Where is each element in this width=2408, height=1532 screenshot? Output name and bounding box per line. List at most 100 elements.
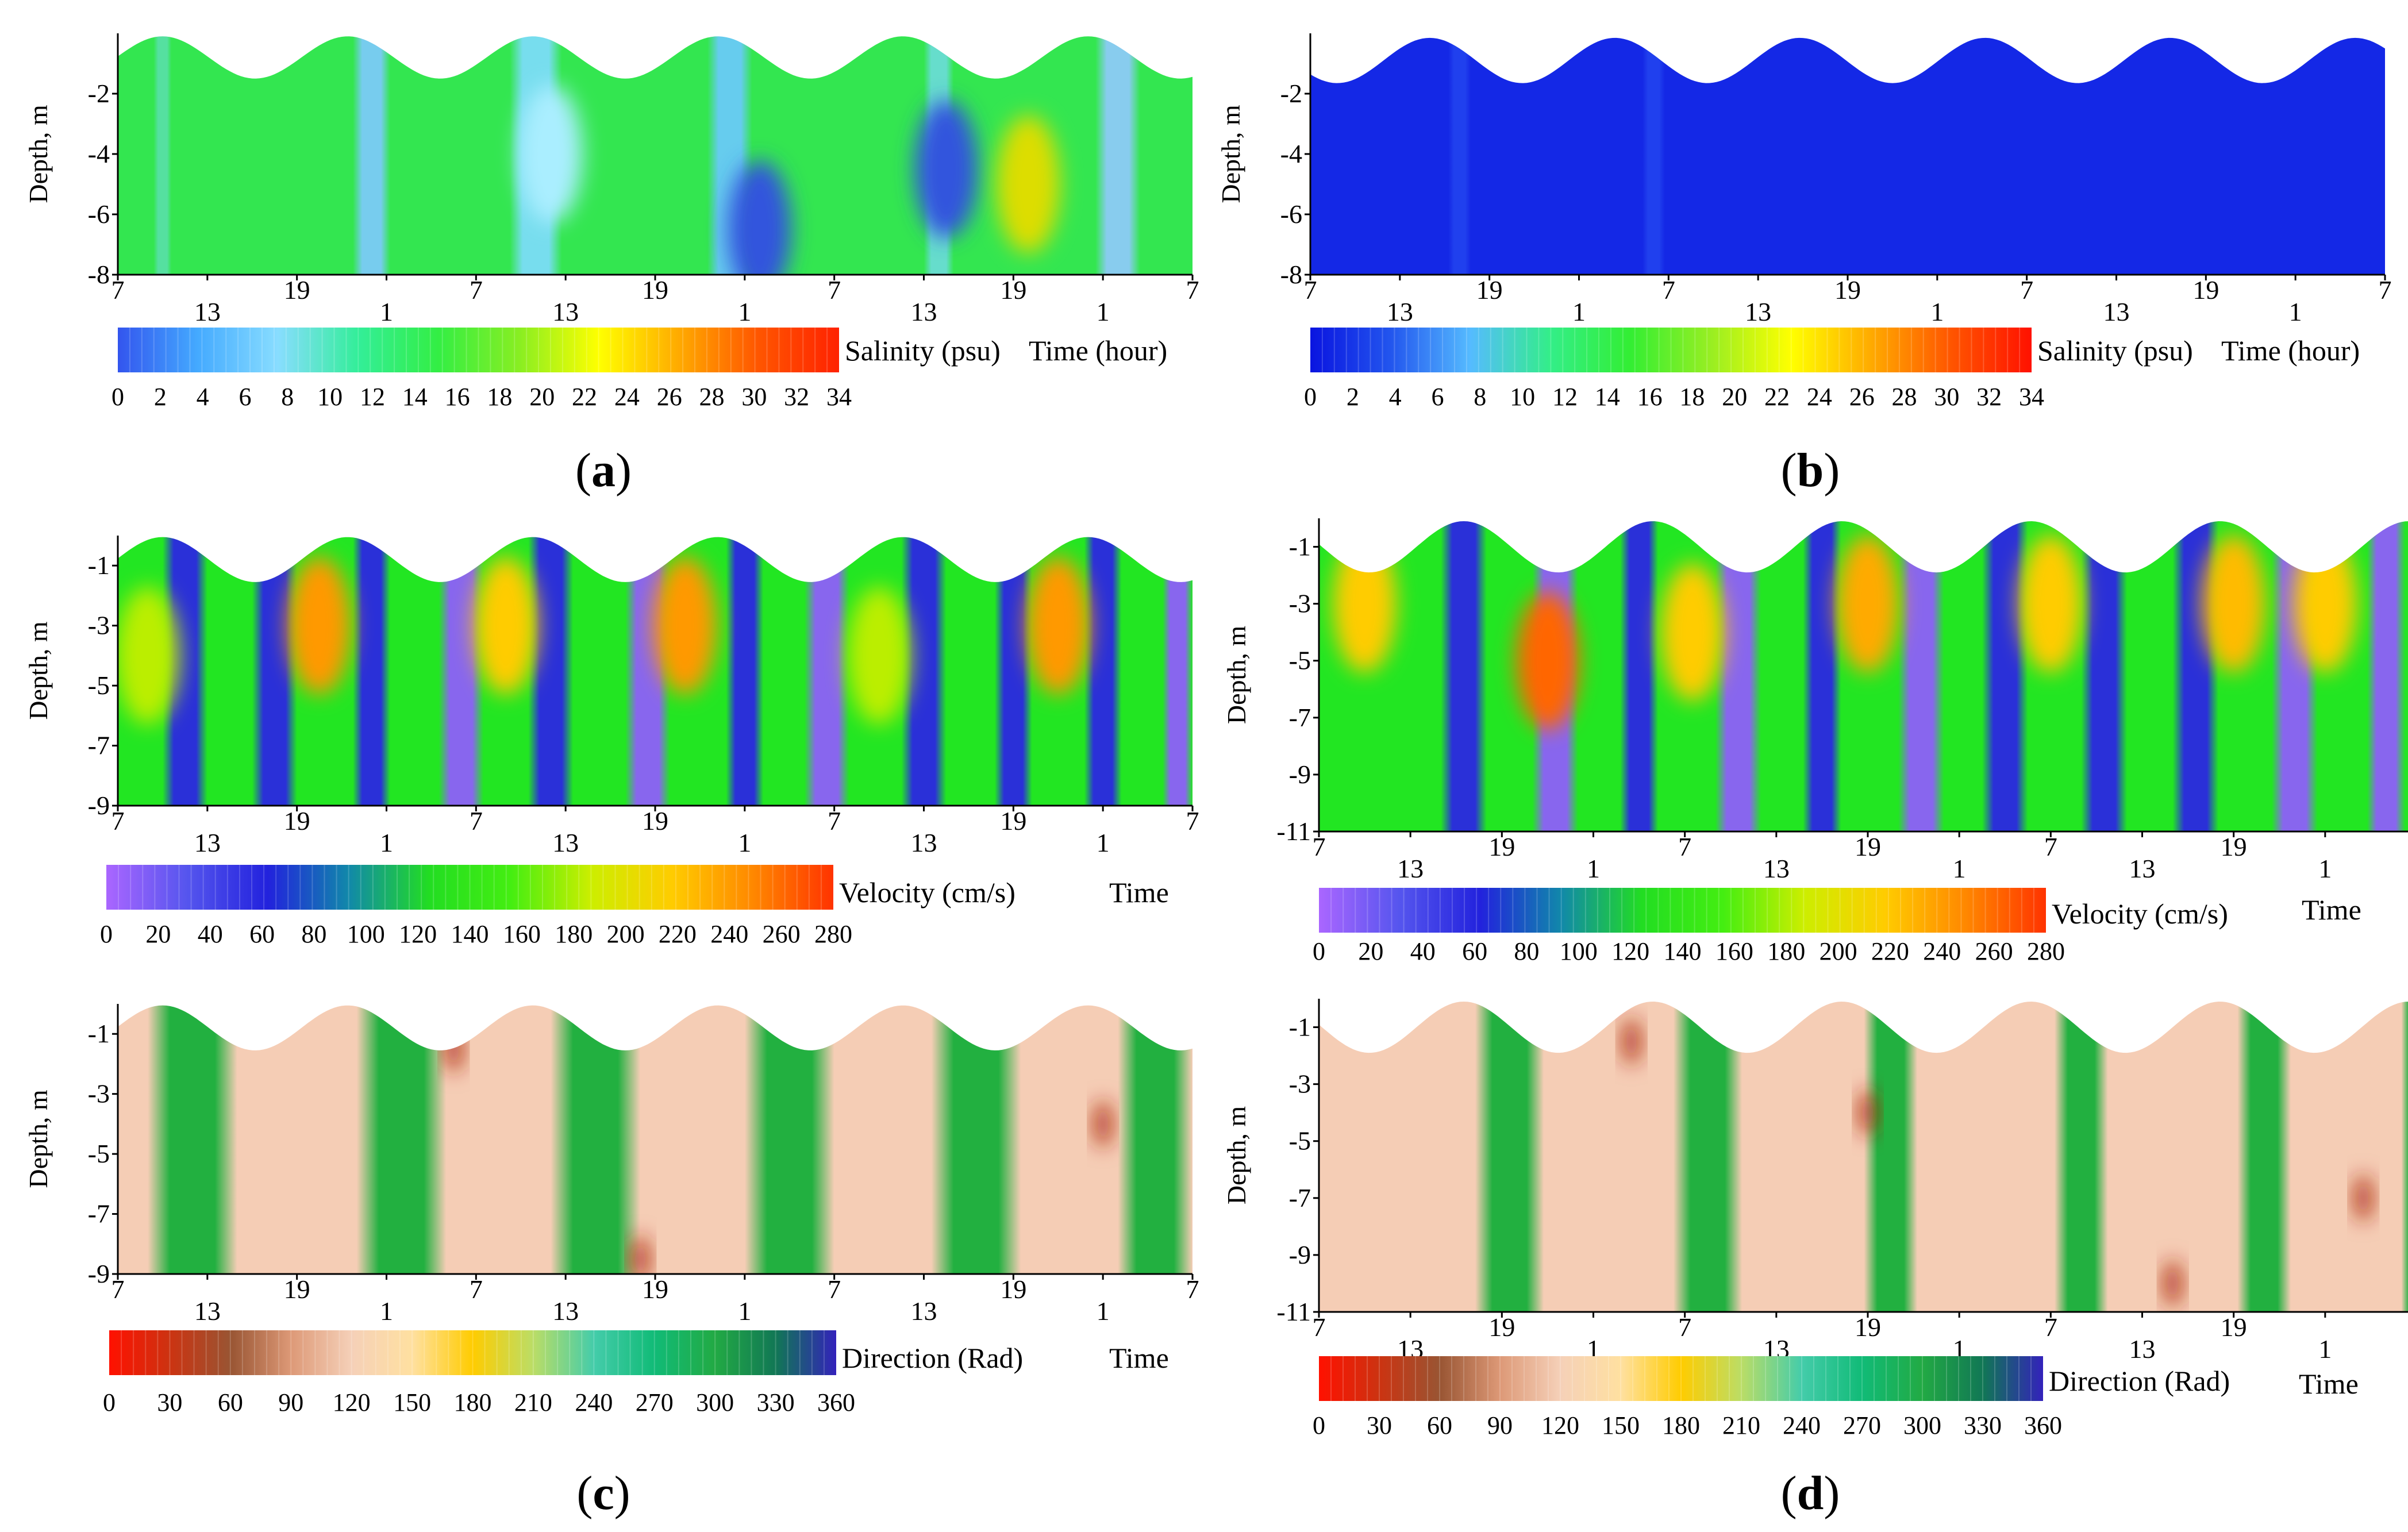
- heatmap-band: [1803, 518, 1841, 832]
- colorbar-tick-label: 100: [1560, 937, 1598, 965]
- heatmap-blob: [914, 100, 978, 238]
- colorbar-tick-label: 330: [1964, 1411, 2002, 1439]
- heatmap-band: [1095, 33, 1141, 275]
- caption-b: (b): [1780, 444, 1840, 497]
- colorbar-tick-label: 120: [1611, 937, 1649, 965]
- colorbar-tick-label: 160: [503, 920, 541, 948]
- y-tick-label: -3: [88, 1079, 110, 1108]
- y-tick-label: -8: [88, 260, 110, 289]
- colorbar-tick-label: 16: [1637, 383, 1663, 411]
- heatmap-blob: [2019, 534, 2083, 673]
- water-surface-mask: [118, 536, 1193, 582]
- heatmap-blob: [1515, 591, 1579, 730]
- y-tick-label: -5: [1289, 646, 1311, 675]
- colorbar-tick-label: 18: [1679, 383, 1705, 411]
- x-tick-label: 19: [2221, 1312, 2247, 1342]
- heatmap-band: [1448, 33, 1471, 275]
- x-tick-label: 7: [470, 1275, 483, 1304]
- colorbar-tick-label: 0: [100, 920, 113, 948]
- colorbar-tick-label: 140: [1664, 937, 1702, 965]
- x-tick-label: 13: [552, 1296, 579, 1326]
- heatmap-band: [353, 536, 390, 806]
- heatmap-blob: [287, 556, 351, 695]
- x-tick-label: 19: [1488, 832, 1515, 861]
- colorbar-tick-label: 330: [757, 1388, 795, 1416]
- heatmap-band: [1084, 536, 1122, 806]
- x-tick-label: 1: [1572, 297, 1586, 326]
- heatmap-blob: [632, 1235, 649, 1274]
- y-tick-label: -3: [88, 611, 110, 640]
- x-tick-label: 7: [1304, 275, 1317, 305]
- x-tick-label: 19: [1000, 275, 1026, 305]
- x-tick-label: 19: [1855, 1312, 1881, 1342]
- heatmap-blob: [728, 160, 791, 275]
- colorbar-tick-label: 180: [1662, 1411, 1700, 1439]
- colorbar-tick-label: 150: [1602, 1411, 1640, 1439]
- x-tick-label: 13: [2103, 297, 2130, 326]
- colorbar-tick-label: 0: [1313, 937, 1325, 965]
- x-tick-label: 7: [1186, 806, 1199, 836]
- y-tick-label: -5: [1289, 1126, 1311, 1156]
- water-surface-mask: [118, 33, 1193, 79]
- x-tick-label: 19: [1488, 1312, 1515, 1342]
- heatmap-blob: [1660, 563, 1724, 702]
- heatmap-blob: [653, 556, 717, 695]
- y-tick-label: -7: [88, 731, 110, 760]
- x-tick-label: 13: [2129, 1334, 2156, 1364]
- x-tick-label: 7: [111, 275, 125, 305]
- colorbar-tick-label: 90: [1487, 1411, 1513, 1439]
- x-tick-label: 7: [2044, 832, 2057, 861]
- heatmap-blob: [519, 85, 583, 223]
- x-tick-label: 13: [911, 828, 937, 857]
- heatmap-band: [1864, 999, 1918, 1312]
- colorbar-tick-label: 18: [487, 383, 512, 411]
- colorbar-tick-label: 0: [111, 383, 124, 411]
- y-tick-label: -6: [88, 199, 110, 229]
- heatmap-band: [2054, 999, 2108, 1312]
- colorbar-tick-label: 60: [218, 1388, 243, 1416]
- x-tick-label: 19: [1834, 275, 1861, 305]
- colorbar-tick-label: 8: [1474, 383, 1486, 411]
- heatmap-blob: [2355, 1175, 2372, 1221]
- colorbar-tick-label: 60: [1462, 937, 1487, 965]
- heatmap-field: [118, 33, 1193, 275]
- colorbar-label: Velocity (cm/s): [839, 876, 1015, 909]
- heatmap-band: [2401, 999, 2408, 1312]
- colorbar-tick-label: 140: [451, 920, 489, 948]
- colorbar-tick-label: 28: [699, 383, 725, 411]
- x-tick-label: 19: [642, 275, 668, 305]
- colorbar-tick-label: 300: [696, 1388, 734, 1416]
- colorbar-tick-label: 80: [1514, 937, 1539, 965]
- x-tick-label: 13: [1745, 297, 1771, 326]
- x-tick-label: 1: [1953, 854, 1966, 883]
- colorbar: [109, 1330, 836, 1375]
- y-tick-label: -9: [88, 791, 110, 820]
- x-axis-label: Time: [2302, 894, 2361, 926]
- x-tick-label: 7: [1678, 832, 1691, 861]
- y-axis-label: Depth, m: [1222, 1106, 1251, 1204]
- heatmap-band: [1620, 518, 1659, 832]
- x-tick-label: 19: [284, 806, 310, 836]
- colorbar-label: Direction (Rad): [842, 1342, 1023, 1374]
- colorbar-tick-label: 14: [1595, 383, 1620, 411]
- colorbar-tick-label: 40: [1410, 937, 1436, 965]
- colorbar-tick-label: 120: [1541, 1411, 1579, 1439]
- x-tick-label: 19: [1476, 275, 1503, 305]
- water-surface-mask: [1319, 999, 2408, 1053]
- x-tick-label: 7: [470, 806, 483, 836]
- x-tick-label: 1: [380, 1296, 393, 1326]
- colorbar-tick-label: 6: [1431, 383, 1444, 411]
- x-tick-label: 7: [2379, 275, 2392, 305]
- colorbar-tick-label: 0: [1304, 383, 1317, 411]
- y-tick-label: -6: [1280, 199, 1302, 229]
- y-tick-label: -9: [1289, 760, 1311, 789]
- colorbar-tick-label: 2: [1347, 383, 1359, 411]
- heatmap-field: [118, 536, 1193, 806]
- colorbar-tick-label: 20: [1722, 383, 1747, 411]
- x-axis-label: Time: [2299, 1368, 2359, 1400]
- x-tick-label: 13: [194, 828, 221, 857]
- caption-a: (a): [575, 444, 632, 497]
- colorbar-tick-label: 10: [1510, 383, 1535, 411]
